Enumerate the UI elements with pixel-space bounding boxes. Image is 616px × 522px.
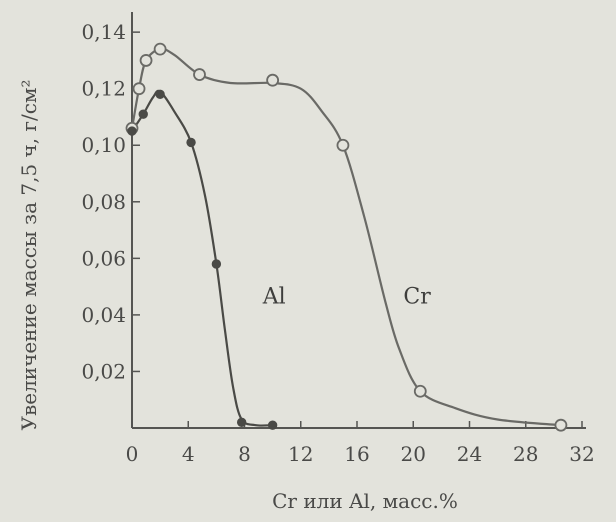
- y-tick-label: 0,02: [81, 359, 126, 383]
- point-cr: [193, 68, 206, 81]
- point-al: [211, 259, 222, 269]
- x-tick-label: 28: [513, 442, 538, 466]
- x-tick-label: 16: [344, 442, 369, 466]
- x-tick-label: 8: [238, 442, 251, 466]
- series-label-cr: Cr: [403, 285, 431, 310]
- axes: [131, 12, 586, 429]
- point-al: [236, 417, 247, 428]
- x-axis-title: Cr или Al, масс.%: [272, 489, 458, 513]
- point-cr: [266, 73, 280, 87]
- point-cr: [554, 418, 568, 432]
- y-tick-label: 0,08: [81, 190, 126, 214]
- y-tick-label: 0,04: [81, 303, 126, 327]
- y-tick-label: 0,10: [81, 133, 126, 157]
- point-al: [138, 109, 148, 119]
- point-cr: [336, 138, 350, 152]
- point-cr: [413, 384, 427, 398]
- x-tick-label: 12: [288, 442, 313, 466]
- x-tick-label: 32: [569, 442, 594, 466]
- y-axis-title: Увеличение массы за 7,5 ч, г/см²: [17, 80, 41, 431]
- y-ticks: 0,02 0,04 0,06 0,08 0,10 0,12 0,14: [81, 20, 140, 383]
- x-tick-label: 4: [182, 442, 195, 466]
- x-tick-label: 0: [126, 442, 139, 466]
- series-line-cr: [130, 47, 562, 427]
- y-tick-label: 0,12: [81, 77, 126, 101]
- point-al: [186, 137, 196, 148]
- x-ticks: 0 4 8 12 16 20 24 28 32: [126, 421, 595, 466]
- point-al: [267, 420, 278, 430]
- point-al: [127, 126, 137, 136]
- series-curves: [130, 47, 562, 427]
- y-tick-label: 0,06: [81, 246, 126, 270]
- y-tick-label: 0,14: [81, 20, 126, 44]
- point-al: [155, 89, 165, 100]
- series-label-al: Al: [262, 285, 286, 310]
- x-tick-label: 20: [401, 442, 426, 466]
- point-cr: [139, 54, 153, 67]
- point-cr: [132, 82, 146, 96]
- series-points: [125, 42, 568, 432]
- series-line-al: [131, 89, 273, 427]
- point-cr: [153, 42, 167, 56]
- series-annotations: Al Cr: [262, 285, 431, 310]
- x-tick-label: 24: [457, 442, 482, 466]
